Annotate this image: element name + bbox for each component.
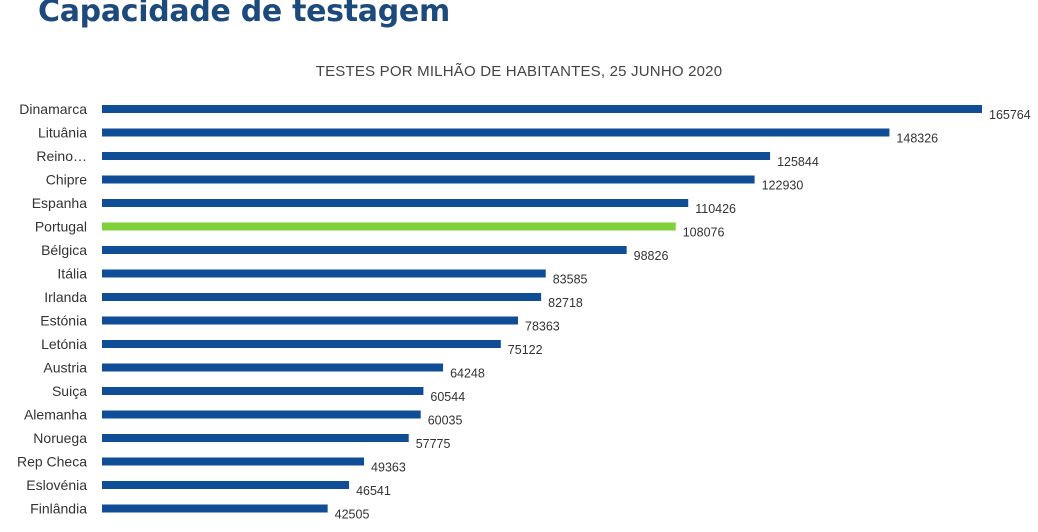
value-label-7: 83585 bbox=[553, 273, 588, 287]
category-label-10: Letónia bbox=[41, 336, 87, 352]
value-label-16: 46541 bbox=[356, 484, 391, 498]
category-label-11: Austria bbox=[43, 360, 87, 376]
bar-13 bbox=[102, 410, 421, 419]
page-title: Capacidade de testagem bbox=[38, 0, 450, 29]
category-label-0: Dinamarca bbox=[19, 101, 87, 117]
category-label-3: Chipre bbox=[46, 172, 87, 188]
bar-4 bbox=[102, 199, 689, 207]
value-labels: 165764 148326 125844 122930 110426 108076 9882… bbox=[335, 108, 1031, 522]
category-label-5: Portugal bbox=[35, 219, 87, 235]
category-label-14: Noruega bbox=[33, 430, 87, 446]
category-label-16: Eslovénia bbox=[26, 477, 87, 493]
bar-17 bbox=[102, 504, 328, 513]
category-label-4: Espanha bbox=[32, 195, 87, 211]
bar-11 bbox=[102, 363, 444, 372]
value-label-15: 49363 bbox=[371, 461, 406, 475]
value-label-9: 78363 bbox=[525, 320, 560, 334]
category-label-8: Irlanda bbox=[44, 289, 87, 305]
bar-14 bbox=[102, 434, 409, 442]
bar-8 bbox=[102, 293, 542, 301]
category-label-9: Estónia bbox=[40, 313, 87, 329]
category-label-2: Reino… bbox=[36, 148, 87, 164]
value-label-13: 60035 bbox=[428, 414, 463, 428]
value-label-14: 57775 bbox=[416, 437, 451, 451]
bar-3 bbox=[102, 175, 755, 184]
value-label-6: 98826 bbox=[634, 249, 669, 263]
category-label-15: Rep Checa bbox=[17, 454, 87, 470]
bar-0 bbox=[102, 105, 982, 113]
value-label-1: 148326 bbox=[896, 132, 938, 146]
bar-10 bbox=[102, 340, 501, 348]
chart-title: TESTES POR MILHÃO DE HABITANTES, 25 JUNH… bbox=[315, 63, 723, 80]
category-labels: Dinamarca Lituânia Reino… Chipre Espanha Port… bbox=[17, 101, 87, 517]
category-label-7: Itália bbox=[57, 266, 87, 282]
bar-1 bbox=[102, 128, 890, 137]
value-label-10: 75122 bbox=[508, 343, 543, 357]
bar-group bbox=[102, 105, 982, 513]
category-label-1: Lituânia bbox=[38, 125, 87, 141]
bar-7 bbox=[102, 269, 546, 278]
value-label-2: 125844 bbox=[777, 155, 819, 169]
value-label-8: 82718 bbox=[548, 296, 583, 310]
bar-12 bbox=[102, 387, 424, 395]
category-label-13: Alemanha bbox=[24, 407, 87, 423]
bar-15 bbox=[102, 457, 365, 466]
value-label-17: 42505 bbox=[335, 508, 370, 522]
bar-16 bbox=[102, 481, 350, 489]
value-label-5: 108076 bbox=[683, 226, 725, 240]
value-label-3: 122930 bbox=[762, 179, 804, 193]
category-label-6: Bélgica bbox=[41, 242, 87, 258]
bar-5 bbox=[102, 222, 676, 231]
category-label-17: Finlândia bbox=[30, 501, 87, 517]
value-label-4: 110426 bbox=[695, 202, 736, 216]
bar-6 bbox=[102, 246, 627, 254]
value-label-0: 165764 bbox=[989, 108, 1031, 122]
bar-9 bbox=[102, 316, 519, 325]
bar-2 bbox=[102, 152, 771, 160]
value-label-11: 64248 bbox=[450, 367, 485, 381]
value-label-12: 60544 bbox=[430, 390, 465, 404]
category-label-12: Suiça bbox=[52, 383, 87, 399]
